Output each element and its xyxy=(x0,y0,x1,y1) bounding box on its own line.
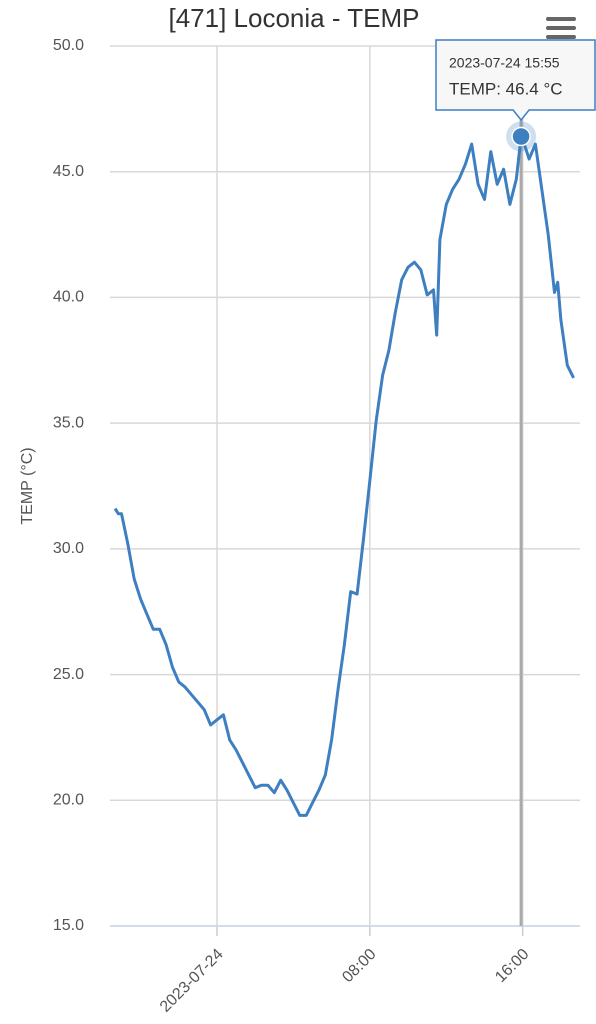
y-tick-label: 45.0 xyxy=(53,163,84,180)
x-tick-label: 08:00 xyxy=(339,946,379,986)
y-tick-label: 50.0 xyxy=(53,37,84,54)
tooltip: 2023-07-24 15:55 TEMP: 46.4 °C xyxy=(435,39,596,122)
y-axis-title: TEMP (°C) xyxy=(19,447,36,524)
y-tick-label: 25.0 xyxy=(53,666,84,683)
tooltip-header: 2023-07-24 15:55 xyxy=(449,55,560,71)
y-tick-label: 20.0 xyxy=(53,792,84,809)
hover-point xyxy=(511,126,531,147)
y-tick-label: 35.0 xyxy=(53,414,84,431)
menu-bar xyxy=(546,17,576,21)
y-tick-label: 30.0 xyxy=(53,540,84,557)
tooltip-box xyxy=(435,39,596,122)
data-line xyxy=(113,135,575,817)
x-tick-label: 16:00 xyxy=(492,946,532,986)
y-tick-label: 40.0 xyxy=(53,289,84,306)
menu-button[interactable] xyxy=(546,17,576,39)
chart-title: [471] Loconia - TEMP xyxy=(169,3,420,33)
tooltip-text: TEMP: 46.4 °C xyxy=(449,79,563,98)
x-tick-label: 2023-07-24 xyxy=(157,946,227,1016)
menu-bar xyxy=(546,35,576,39)
menu-bar xyxy=(546,26,576,30)
y-tick-label: 15.0 xyxy=(53,917,84,934)
